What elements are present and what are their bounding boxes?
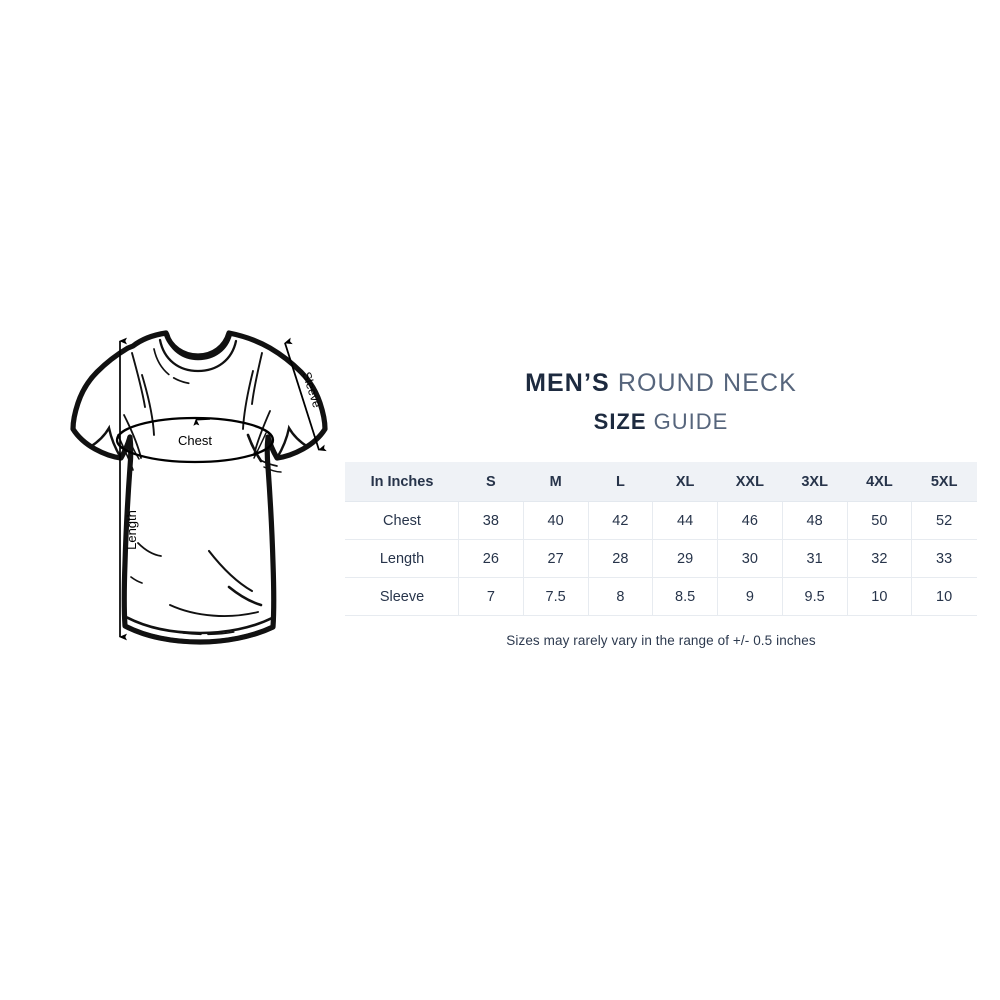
cell-value: 8.5: [652, 577, 718, 616]
row-label: Sleeve: [345, 577, 459, 616]
table-header-row: In Inches S M L XL XXL 3XL 4XL 5XL: [345, 462, 977, 502]
cell-value: 7.5: [522, 577, 589, 616]
cell-value: 52: [911, 501, 977, 540]
cell-value: 40: [522, 501, 589, 540]
cell-value: 9: [717, 577, 783, 616]
column-header: In Inches: [345, 462, 459, 502]
chest-measurement: Chest: [115, 416, 275, 464]
column-header: XL: [652, 462, 718, 502]
cell-value: 38: [458, 501, 524, 540]
column-header: 4XL: [846, 462, 913, 502]
column-header: S: [458, 462, 524, 502]
row-label: Length: [345, 539, 459, 578]
size-variance-note: Sizes may rarely vary in the range of +/…: [506, 633, 816, 648]
size-chart-header: In Inches S M L XL XXL 3XL 4XL 5XL: [345, 462, 977, 502]
table-row: Chest 38 40 42 44 46 48 50 52: [345, 501, 977, 540]
page-subtitle: SIZE GUIDE: [345, 406, 977, 438]
cell-value: 46: [717, 501, 783, 540]
cell-value: 26: [458, 539, 524, 578]
cell-value: 48: [781, 501, 848, 540]
size-chart-table: In Inches S M L XL XXL 3XL 4XL 5XL Chest…: [345, 462, 977, 616]
page-title: MEN’S ROUND NECK: [345, 366, 977, 400]
cell-value: 33: [911, 539, 977, 578]
page-subtitle-strong: SIZE: [593, 409, 647, 434]
tshirt-illustration: Chest Length Sleeve: [20, 315, 370, 680]
column-header: 5XL: [911, 462, 977, 502]
cell-value: 50: [846, 501, 913, 540]
page-subtitle-light: GUIDE: [646, 409, 729, 434]
page-title-light: ROUND NECK: [609, 369, 797, 397]
size-chart-body: Chest 38 40 42 44 46 48 50 52 Length 26 …: [345, 501, 977, 616]
cell-value: 7: [458, 577, 524, 616]
column-header: L: [587, 462, 654, 502]
cell-value: 8: [587, 577, 654, 616]
column-header: M: [522, 462, 589, 502]
column-header: XXL: [717, 462, 783, 502]
cell-value: 28: [587, 539, 654, 578]
length-measurement: Length: [118, 337, 139, 641]
column-header: 3XL: [781, 462, 848, 502]
cell-value: 29: [652, 539, 718, 578]
length-label: Length: [124, 510, 139, 550]
cell-value: 32: [846, 539, 913, 578]
cell-value: 42: [587, 501, 654, 540]
row-label: Chest: [345, 501, 459, 540]
cell-value: 10: [911, 577, 977, 616]
cell-value: 31: [781, 539, 848, 578]
cell-value: 27: [522, 539, 589, 578]
cell-value: 9.5: [781, 577, 848, 616]
tshirt-body-outline: [70, 330, 328, 645]
cell-value: 30: [717, 539, 783, 578]
table-row: Sleeve 7 7.5 8 8.5 9 9.5 10 10: [345, 577, 977, 616]
chest-label: Chest: [178, 433, 212, 448]
cell-value: 44: [652, 501, 718, 540]
table-row: Length 26 27 28 29 30 31 32 33: [345, 539, 977, 578]
page-title-strong: MEN’S: [525, 369, 610, 397]
cell-value: 10: [846, 577, 913, 616]
size-guide-panel: MEN’S ROUND NECK SIZE GUIDE In Inches S …: [345, 366, 977, 648]
